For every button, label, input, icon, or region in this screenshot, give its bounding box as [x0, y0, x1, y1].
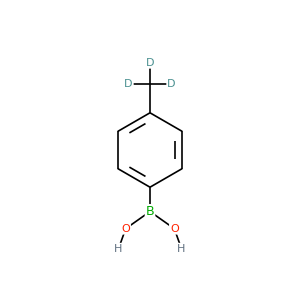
Text: D: D — [146, 58, 154, 68]
Text: B: B — [146, 205, 154, 218]
Text: H: H — [177, 244, 186, 254]
Text: H: H — [114, 244, 123, 254]
Text: D: D — [124, 79, 133, 89]
Text: O: O — [170, 224, 179, 234]
Text: D: D — [167, 79, 176, 89]
Text: O: O — [121, 224, 130, 234]
